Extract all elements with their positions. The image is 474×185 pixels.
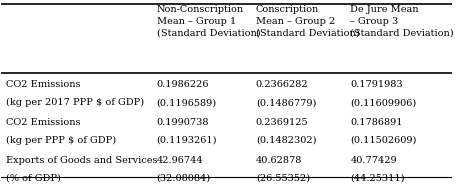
Text: CO2 Emissions: CO2 Emissions (6, 118, 81, 127)
Text: Exports of Goods and Services: Exports of Goods and Services (6, 156, 157, 165)
Text: 0.2366282: 0.2366282 (256, 80, 309, 89)
Text: 42.96744: 42.96744 (157, 156, 203, 165)
Text: (0.1193261): (0.1193261) (157, 135, 217, 144)
Text: (0.1486779): (0.1486779) (256, 98, 316, 107)
Text: (32.08084): (32.08084) (157, 174, 211, 183)
Text: De Jure Mean
– Group 3
(Standard Deviation): De Jure Mean – Group 3 (Standard Deviati… (350, 5, 454, 38)
Text: (0.1196589): (0.1196589) (157, 98, 217, 107)
Text: CO2 Emissions: CO2 Emissions (6, 80, 81, 89)
Text: 40.62878: 40.62878 (256, 156, 302, 165)
Text: (kg per PPP $ of GDP): (kg per PPP $ of GDP) (6, 135, 116, 144)
Text: (% of GDP): (% of GDP) (6, 174, 61, 183)
Text: (kg per 2017 PPP $ of GDP): (kg per 2017 PPP $ of GDP) (6, 98, 144, 107)
Text: Non-Conscription
Mean – Group 1
(Standard Deviation): Non-Conscription Mean – Group 1 (Standar… (157, 5, 260, 38)
Text: 0.1791983: 0.1791983 (350, 80, 403, 89)
Text: (0.1482302): (0.1482302) (256, 135, 316, 144)
Text: 0.1786891: 0.1786891 (350, 118, 403, 127)
Text: 0.1990738: 0.1990738 (157, 118, 209, 127)
Text: (0.11609906): (0.11609906) (350, 98, 417, 107)
Text: 0.2369125: 0.2369125 (256, 118, 309, 127)
Text: 0.1986226: 0.1986226 (157, 80, 209, 89)
Text: (44.25311): (44.25311) (350, 174, 405, 183)
Text: 40.77429: 40.77429 (350, 156, 397, 165)
Text: Conscription
Mean – Group 2
(Standard Deviation): Conscription Mean – Group 2 (Standard De… (256, 5, 359, 38)
Text: (0.11502609): (0.11502609) (350, 135, 417, 144)
Text: (26.55352): (26.55352) (256, 174, 310, 183)
